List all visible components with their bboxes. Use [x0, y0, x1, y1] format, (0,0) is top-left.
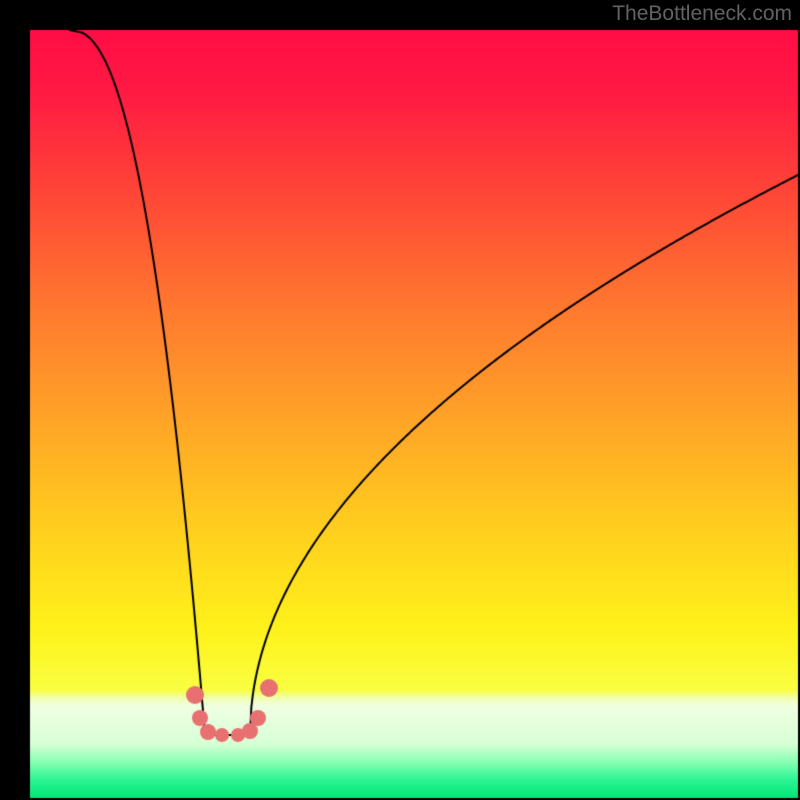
bottleneck-curve-canvas	[0, 0, 800, 800]
chart-stage: TheBottleneck.com	[0, 0, 800, 800]
